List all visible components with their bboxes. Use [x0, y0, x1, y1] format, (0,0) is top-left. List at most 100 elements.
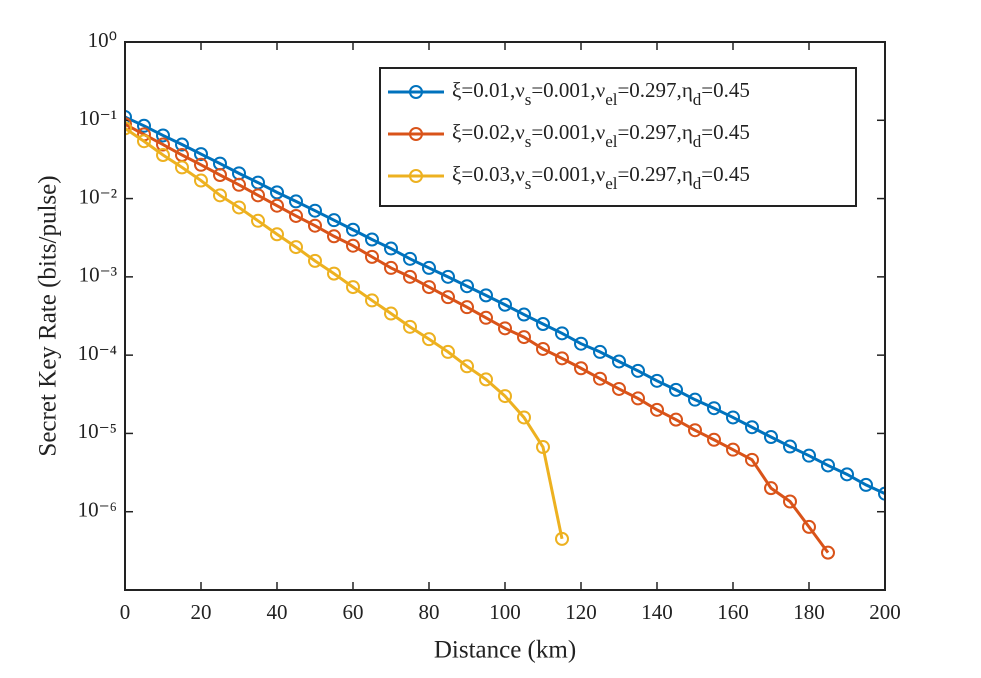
- marker: [460, 300, 474, 315]
- marker: [308, 203, 322, 218]
- marker: [859, 477, 873, 492]
- y-tick-label: 10⁰: [88, 28, 117, 52]
- marker: [156, 128, 170, 143]
- marker: [137, 134, 151, 149]
- marker: [802, 448, 816, 463]
- marker: [669, 382, 683, 397]
- marker: [384, 306, 398, 321]
- marker: [175, 137, 189, 152]
- marker: [441, 269, 455, 284]
- marker: [384, 241, 398, 256]
- x-tick-label: 40: [267, 600, 288, 624]
- series-line: [125, 127, 564, 540]
- marker: [213, 188, 227, 203]
- axes-box: [124, 41, 886, 591]
- y-axis-label: Secret Key Rate (bits/pulse): [35, 175, 62, 456]
- x-tick-label: 120: [565, 600, 597, 624]
- marker: [650, 402, 664, 417]
- marker: [878, 486, 885, 501]
- marker: [593, 344, 607, 359]
- marker: [156, 148, 170, 163]
- y-tick-label: 10⁻²: [79, 184, 117, 208]
- y-tick-label: 10⁻⁶: [78, 498, 117, 522]
- x-axis-label: Distance (km): [434, 637, 576, 664]
- marker: [327, 213, 341, 228]
- marker: [156, 137, 170, 152]
- x-tick-label: 60: [343, 600, 364, 624]
- marker: [194, 157, 208, 172]
- marker: [232, 177, 246, 192]
- marker: [251, 213, 265, 228]
- marker: [125, 117, 132, 132]
- y-tick-label: 10⁻³: [79, 263, 117, 287]
- marker: [498, 389, 512, 404]
- marker: [175, 160, 189, 175]
- marker: [555, 531, 569, 546]
- marker: [422, 280, 436, 295]
- marker: [783, 439, 797, 454]
- legend-label: ξ=0.03,νs=0.001,νel=0.297,ηd=0.45: [452, 162, 750, 194]
- marker: [289, 194, 303, 209]
- marker: [498, 297, 512, 312]
- marker: [384, 260, 398, 275]
- marker: [764, 430, 778, 445]
- x-tick-label: 20: [191, 600, 212, 624]
- marker: [479, 372, 493, 387]
- marker: [289, 208, 303, 223]
- marker: [574, 336, 588, 351]
- marker: [270, 227, 284, 242]
- marker: [270, 198, 284, 213]
- marker: [213, 168, 227, 183]
- marker: [125, 121, 132, 136]
- marker: [821, 545, 835, 560]
- marker: [840, 467, 854, 482]
- x-tick-label: 200: [869, 600, 901, 624]
- marker: [555, 351, 569, 366]
- marker: [802, 519, 816, 534]
- marker: [125, 110, 132, 125]
- marker: [498, 321, 512, 336]
- marker: [783, 494, 797, 509]
- marker: [631, 391, 645, 406]
- series-line: [125, 115, 885, 496]
- x-tick-label: 160: [717, 600, 749, 624]
- y-tick-label: 10⁻⁵: [78, 419, 117, 443]
- marker: [536, 316, 550, 331]
- marker: [536, 440, 550, 455]
- marker: [612, 354, 626, 369]
- marker: [745, 420, 759, 435]
- legend-label: ξ=0.02,νs=0.001,νel=0.297,ηd=0.45: [452, 120, 750, 152]
- marker: [479, 310, 493, 325]
- marker: [612, 381, 626, 396]
- x-tick-label: 180: [793, 600, 825, 624]
- marker: [137, 118, 151, 133]
- marker: [536, 341, 550, 356]
- marker: [821, 458, 835, 473]
- marker: [707, 401, 721, 416]
- marker: [726, 442, 740, 457]
- x-tick-label: 140: [641, 600, 673, 624]
- marker: [403, 251, 417, 266]
- series-line: [125, 122, 830, 554]
- legend-marker: [409, 169, 423, 183]
- marker: [460, 359, 474, 374]
- x-tick-label: 100: [489, 600, 521, 624]
- y-tick-label: 10⁻⁴: [78, 341, 117, 365]
- marker: [365, 293, 379, 308]
- marker: [669, 412, 683, 427]
- marker: [574, 361, 588, 376]
- marker: [707, 432, 721, 447]
- marker: [232, 200, 246, 215]
- marker: [441, 290, 455, 305]
- marker: [270, 185, 284, 200]
- legend-marker: [409, 85, 423, 99]
- y-tick-label: 10⁻¹: [79, 106, 117, 130]
- legend-marker: [409, 127, 423, 141]
- marker: [517, 410, 531, 425]
- marker: [688, 392, 702, 407]
- marker: [308, 253, 322, 268]
- marker: [365, 232, 379, 247]
- marker: [688, 423, 702, 438]
- marker: [460, 279, 474, 294]
- marker: [346, 280, 360, 295]
